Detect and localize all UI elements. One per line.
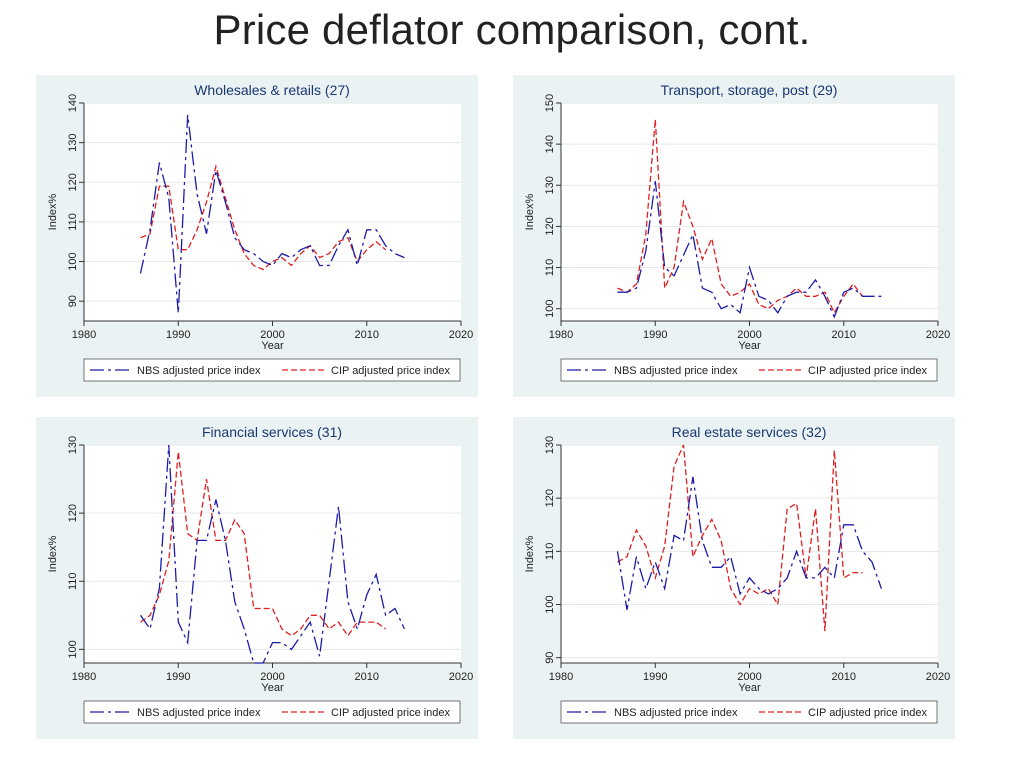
y-tick-label: 120 (544, 489, 556, 507)
y-tick-label: 100 (67, 252, 79, 270)
nbs-series-line (139, 114, 405, 314)
x-tick-label: 1990 (166, 671, 190, 683)
legend-box (83, 700, 461, 724)
y-axis-label: Index% (47, 193, 59, 230)
x-tick-label: 2010 (355, 671, 379, 683)
x-axis-label: Year (261, 682, 284, 694)
y-tick-label: 140 (544, 135, 556, 153)
x-tick-label: 1980 (72, 671, 96, 683)
legend-box (560, 700, 938, 724)
chart-title: Wholesales & retails (27) (194, 82, 350, 98)
x-tick-label: 1990 (643, 329, 667, 341)
legend-label: NBS adjusted price index (137, 365, 261, 377)
cip-series-line (617, 444, 863, 632)
x-tick-label: 2000 (737, 329, 761, 341)
x-tick-label: 2010 (832, 329, 856, 341)
y-tick-label: 130 (67, 133, 79, 151)
chart-title: Financial services (31) (202, 424, 342, 440)
chart-panel-transport: Transport, storage, post (29) 100 110 120 13… (513, 75, 955, 397)
y-tick-label: 140 (67, 94, 79, 112)
legend-label: NBS adjusted price index (614, 707, 738, 719)
y-tick-label: 90 (544, 652, 556, 664)
x-tick-label: 2020 (449, 329, 473, 341)
y-tick-label: 150 (544, 94, 556, 112)
chart-panel-real-estate: Real estate services (32) 90 100 110 120 130 1… (513, 417, 955, 739)
x-tick-label: 1980 (549, 671, 573, 683)
x-tick-label: 2000 (260, 671, 284, 683)
y-tick-label: 100 (544, 595, 556, 613)
x-tick-label: 1990 (643, 671, 667, 683)
x-tick-label: 2020 (449, 671, 473, 683)
cip-series-line (140, 451, 386, 637)
y-tick-label: 110 (544, 543, 556, 561)
legend-label: NBS adjusted price index (137, 707, 261, 719)
x-tick-label: 2010 (832, 671, 856, 683)
legend-box (83, 358, 461, 382)
y-axis-label: Index% (524, 193, 536, 230)
legend-label: CIP adjusted price index (808, 365, 928, 377)
legend-label: CIP adjusted price index (808, 707, 928, 719)
y-axis-label: Index% (524, 535, 536, 572)
x-tick-label: 2020 (926, 671, 950, 683)
plot-area (561, 445, 938, 663)
y-tick-label: 130 (544, 436, 556, 454)
x-tick-label: 2020 (926, 329, 950, 341)
y-tick-label: 100 (67, 640, 79, 658)
y-tick-label: 90 (67, 295, 79, 307)
x-tick-label: 2010 (355, 329, 379, 341)
legend-label: CIP adjusted price index (331, 707, 451, 719)
nbs-series-line (139, 444, 405, 664)
legend-label: NBS adjusted price index (614, 365, 738, 377)
chart-svg: Wholesales & retails (27) 90 100 110 120 130 1… (36, 75, 478, 397)
x-tick-label: 1980 (72, 329, 96, 341)
y-tick-label: 110 (67, 213, 79, 231)
y-tick-label: 130 (67, 436, 79, 454)
chart-svg: Real estate services (32) 90 100 110 120 130 1… (513, 417, 955, 739)
x-tick-label: 1980 (549, 329, 573, 341)
x-tick-label: 2000 (260, 329, 284, 341)
x-axis-label: Year (738, 340, 761, 352)
chart-panel-wholesales: Wholesales & retails (27) 90 100 110 120 130 1… (36, 75, 478, 397)
legend-box (560, 358, 938, 382)
chart-svg: Transport, storage, post (29) 100 110 120 13… (513, 75, 955, 397)
x-axis-label: Year (261, 340, 284, 352)
plot-area (84, 445, 461, 663)
y-tick-label: 100 (544, 299, 556, 317)
plot-area (84, 103, 461, 321)
nbs-series-line (616, 476, 883, 610)
chart-panel-financial: Financial services (31) 100 110 120 130 1980 1… (36, 417, 478, 739)
x-tick-label: 1990 (166, 329, 190, 341)
nbs-series-line (617, 181, 882, 319)
chart-title: Real estate services (32) (672, 424, 827, 440)
y-axis-label: Index% (47, 535, 59, 572)
chart-svg: Financial services (31) 100 110 120 130 1980 1… (36, 417, 478, 739)
y-tick-label: 120 (544, 217, 556, 235)
y-tick-label: 120 (67, 173, 79, 191)
slide-title: Price deflator comparison, cont. (213, 6, 811, 53)
x-tick-label: 2000 (737, 671, 761, 683)
y-tick-label: 110 (544, 259, 556, 277)
y-tick-label: 120 (67, 504, 79, 522)
y-tick-label: 110 (67, 572, 79, 590)
x-axis-label: Year (738, 682, 761, 694)
chart-title: Transport, storage, post (29) (661, 82, 838, 98)
legend-label: CIP adjusted price index (331, 365, 451, 377)
y-tick-label: 130 (544, 176, 556, 194)
cip-series-line (617, 119, 864, 315)
